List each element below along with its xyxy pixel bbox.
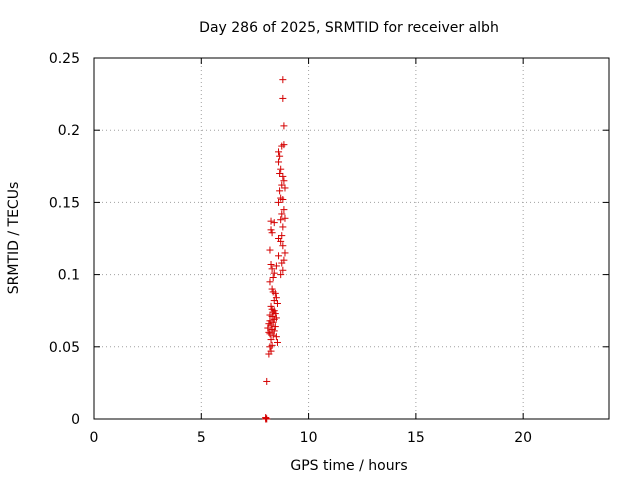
data-point xyxy=(276,187,284,195)
data-point xyxy=(271,289,279,297)
data-point xyxy=(279,196,287,204)
data-point xyxy=(281,249,289,257)
x-tick-label: 0 xyxy=(90,430,99,446)
data-point xyxy=(270,219,278,227)
data-point xyxy=(265,328,273,336)
data-point xyxy=(270,307,278,315)
data-point xyxy=(267,260,275,268)
data-point xyxy=(266,278,274,286)
data-point xyxy=(275,252,283,260)
data-point xyxy=(266,330,274,338)
x-tick-label: 5 xyxy=(197,430,206,446)
data-point xyxy=(267,217,275,225)
chart-title: Day 286 of 2025, SRMTID for receiver alb… xyxy=(199,20,499,36)
data-points xyxy=(262,76,289,423)
data-point xyxy=(280,122,288,130)
data-point xyxy=(267,321,275,329)
data-point xyxy=(278,210,286,218)
axis-ticks xyxy=(93,57,609,420)
plot-frame xyxy=(93,57,610,420)
data-point xyxy=(272,333,280,341)
data-point xyxy=(278,259,286,267)
data-point xyxy=(280,177,288,185)
data-point xyxy=(277,237,285,245)
data-point xyxy=(270,327,278,335)
data-point xyxy=(267,226,275,234)
data-point xyxy=(279,172,287,180)
data-point xyxy=(272,262,280,270)
data-point xyxy=(267,336,275,344)
data-point xyxy=(279,76,287,84)
data-point xyxy=(266,317,274,325)
x-axis-tick-labels: 0 5 10 15 20 xyxy=(90,430,533,446)
data-point xyxy=(279,223,287,231)
data-point xyxy=(268,265,276,273)
data-point xyxy=(276,170,284,178)
data-point xyxy=(270,297,278,305)
data-point xyxy=(281,214,289,222)
data-point xyxy=(279,242,287,250)
y-tick-label: 0.15 xyxy=(49,195,80,211)
y-tick-label: 0.2 xyxy=(58,123,80,139)
data-point xyxy=(263,377,271,385)
y-tick-label: 0.25 xyxy=(49,51,80,67)
data-point xyxy=(280,206,288,214)
data-point xyxy=(275,158,283,166)
data-point xyxy=(275,148,283,156)
data-point xyxy=(271,323,279,331)
y-axis-label: SRMTID / TECUs xyxy=(6,182,22,295)
data-point xyxy=(276,152,284,160)
y-axis-tick-labels: 0 0.05 0.1 0.15 0.2 0.25 xyxy=(49,51,80,428)
x-tick-label: 10 xyxy=(300,430,318,446)
data-point xyxy=(277,216,285,224)
data-point xyxy=(262,414,270,422)
x-tick-label: 15 xyxy=(407,430,425,446)
data-point xyxy=(271,310,279,318)
data-point xyxy=(266,246,274,254)
data-point xyxy=(270,269,278,277)
data-point xyxy=(263,415,271,423)
data-point xyxy=(278,232,286,240)
data-point xyxy=(266,343,274,351)
y-tick-label: 0.1 xyxy=(58,268,80,284)
data-point xyxy=(267,302,275,310)
data-point xyxy=(281,184,289,192)
data-point xyxy=(269,273,277,281)
y-tick-label: 0 xyxy=(71,412,80,428)
data-point xyxy=(264,324,272,332)
data-point xyxy=(279,266,287,274)
data-point xyxy=(277,165,285,173)
data-point xyxy=(268,285,276,293)
data-point xyxy=(265,350,273,358)
y-tick-label: 0.05 xyxy=(49,340,80,356)
data-point xyxy=(278,142,286,150)
x-tick-label: 20 xyxy=(514,430,532,446)
data-point xyxy=(277,271,285,279)
data-point xyxy=(269,331,277,339)
grid xyxy=(94,58,609,419)
data-point xyxy=(270,315,278,323)
data-point xyxy=(275,198,283,206)
data-point xyxy=(273,338,281,346)
data-point xyxy=(279,94,287,102)
data-point xyxy=(278,181,286,189)
data-point xyxy=(273,299,281,307)
data-point xyxy=(268,229,276,237)
x-axis-label: GPS time / hours xyxy=(290,458,407,474)
